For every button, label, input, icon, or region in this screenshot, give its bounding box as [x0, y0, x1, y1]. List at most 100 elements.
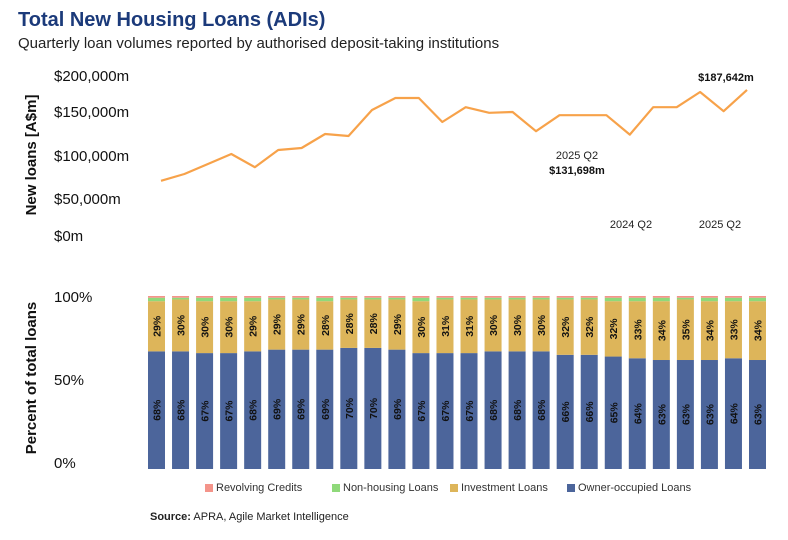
- bar-data-label: 69%: [320, 398, 332, 420]
- bar-data-label: 30%: [512, 314, 524, 336]
- bar-segment-revolving: [484, 296, 502, 298]
- bar-data-label: 64%: [632, 402, 644, 424]
- bar-data-label: 67%: [200, 400, 212, 422]
- bar-segment-investment: [580, 299, 598, 355]
- bar-group: 67% 31%: [460, 296, 478, 469]
- bar-group: 69% 29%: [292, 296, 310, 469]
- bar-segment-non-housing: [340, 297, 358, 300]
- bar-segment-revolving: [316, 296, 334, 298]
- bar-group: 67% 30%: [220, 296, 238, 469]
- bar-segment-owner-occupied: [412, 353, 430, 469]
- bar-data-label: 68%: [512, 399, 524, 421]
- line-series-path: [160, 89, 748, 182]
- bar-data-label: 29%: [248, 315, 260, 337]
- bar-segment-non-housing: [412, 297, 430, 302]
- line-y-tick-label: $200,000m: [54, 68, 129, 85]
- bar-segment-owner-occupied: [220, 353, 238, 469]
- bar-segment-revolving: [532, 296, 550, 298]
- bar-data-label: 34%: [753, 319, 765, 341]
- bar-group: 66% 32%: [556, 296, 574, 469]
- bar-segment-owner-occupied: [244, 351, 262, 469]
- bar-segment-owner-occupied: [749, 360, 766, 469]
- bar-data-label: 29%: [272, 313, 284, 335]
- bar-data-label: 34%: [704, 319, 716, 341]
- bar-segment-revolving: [220, 296, 238, 298]
- bar-y-axis-label: Percent of total loans: [23, 302, 40, 455]
- bar-segment-revolving: [652, 296, 670, 298]
- line-y-tick-label: $0m: [54, 228, 83, 245]
- bar-segment-non-housing: [508, 297, 526, 300]
- bar-segment-non-housing: [652, 297, 670, 302]
- legend-label: Investment Loans: [461, 482, 548, 494]
- bar-segment-investment: [724, 301, 742, 359]
- bar-data-label: 28%: [320, 314, 332, 336]
- bar-data-label: 63%: [753, 403, 765, 425]
- bar-group: 64% 33%: [628, 296, 646, 469]
- bar-segment-revolving: [292, 296, 310, 298]
- chart-subtitle: Quarterly loan volumes reported by autho…: [18, 35, 500, 52]
- bar-group: 63% 34%: [652, 296, 670, 469]
- bar-segment-investment: [340, 299, 358, 348]
- bar-segment-investment: [364, 299, 382, 348]
- bar-data-label: 28%: [368, 313, 380, 335]
- legend-item-owner-occupied: Owner-occupied Loans: [567, 482, 691, 494]
- bar-segment-investment: [220, 301, 238, 354]
- bar-segment-owner-occupied: [148, 351, 165, 469]
- bar-group: 65% 32%: [604, 296, 622, 469]
- bar-data-label: 68%: [176, 399, 188, 421]
- bar-segment-investment: [628, 301, 646, 359]
- bar-segment-investment: [388, 299, 406, 350]
- line-y-axis: $0m $50,000m $100,000m $150,000m $200,000m: [54, 68, 129, 245]
- line-series: [160, 89, 748, 182]
- bar-segment-investment: [676, 299, 694, 361]
- bar-segment-non-housing: [700, 297, 718, 302]
- bar-data-label: 69%: [272, 398, 284, 420]
- annotation-period-label: 2024 Q2: [610, 219, 652, 231]
- bar-segment-owner-occupied: [556, 354, 574, 469]
- bar-segment-investment: [700, 301, 718, 361]
- bar-data-label: 70%: [368, 397, 380, 419]
- bar-segment-revolving: [388, 296, 406, 298]
- bar-segment-revolving: [412, 296, 430, 298]
- line-y-axis-label: New loans [A$m]: [23, 95, 40, 216]
- bar-data-label: 32%: [560, 316, 572, 338]
- bar-segment-revolving: [604, 296, 622, 298]
- bar-segment-investment: [292, 299, 310, 350]
- bar-segment-revolving: [196, 296, 214, 298]
- bar-data-label: 66%: [584, 401, 596, 423]
- legend-swatch-owner-occupied: [567, 484, 575, 492]
- bar-segment-owner-occupied: [196, 353, 214, 469]
- bar-segment-revolving: [724, 296, 742, 298]
- line-annotations: 2025 Q2 $131,698m $187,642m 2024 Q2 2025 Q2: [549, 72, 754, 231]
- bar-segment-non-housing: [580, 297, 598, 300]
- bar-segment-revolving: [508, 296, 526, 298]
- bar-data-label: 67%: [416, 400, 428, 422]
- bar-segment-revolving: [436, 296, 454, 298]
- bar-segment-revolving: [244, 296, 262, 298]
- bar-group: 63% 34%: [749, 296, 766, 469]
- bar-data-label: 63%: [656, 403, 668, 425]
- legend-label: Non-housing Loans: [343, 482, 439, 494]
- line-y-tick-label: $100,000m: [54, 148, 129, 165]
- bar-data-label: 30%: [488, 314, 500, 336]
- bar-segment-revolving: [268, 296, 286, 298]
- bar-data-label: 34%: [656, 319, 668, 341]
- bar-data-label: 63%: [704, 403, 716, 425]
- bar-segment-owner-occupied: [604, 356, 622, 469]
- bar-data-label: 68%: [536, 399, 548, 421]
- bar-group: 68% 30%: [484, 296, 502, 469]
- bar-segment-non-housing: [724, 297, 742, 302]
- bar-segment-revolving: [676, 296, 694, 298]
- bar-data-label: 30%: [416, 316, 428, 338]
- bar-segment-non-housing: [316, 297, 334, 302]
- bar-data-label: 29%: [296, 313, 308, 335]
- source-text: APRA, Agile Market Intelligence: [190, 511, 349, 523]
- bar-data-label: 65%: [608, 402, 620, 424]
- bar-segment-non-housing: [556, 297, 574, 300]
- bar-segment-owner-occupied: [292, 349, 310, 469]
- annotation-peak-value: $187,642m: [698, 72, 754, 84]
- bar-data-label: 67%: [224, 400, 236, 422]
- bar-group: 67% 30%: [412, 296, 430, 469]
- bar-segment-owner-occupied: [652, 360, 670, 469]
- bar-segment-revolving: [580, 296, 598, 298]
